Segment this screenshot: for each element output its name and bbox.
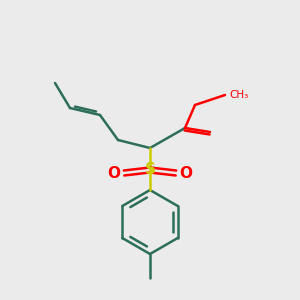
Text: O: O <box>107 166 121 181</box>
Text: O: O <box>179 166 193 181</box>
Text: S: S <box>145 163 155 178</box>
Text: CH₃: CH₃ <box>229 90 248 100</box>
